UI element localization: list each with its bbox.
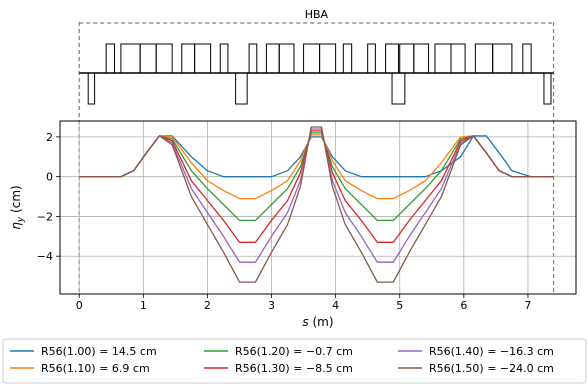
y-tick-label: −2 [37,210,53,223]
dipole-up [367,43,376,74]
lattice-schematic: HBA [78,8,555,294]
dipole-down [87,72,96,105]
x-tick-label: 7 [524,299,531,312]
dipole-up [492,43,513,74]
dipole-up [434,43,452,74]
x-tick-label: 5 [396,299,403,312]
x-tick-label: 0 [76,299,83,312]
dispersion-plot: 0 1 2 3 4 5 6 7 2 0 −2 −4 s (m) ηy (cm) [9,120,577,329]
legend-label-2: R56(1.10) = 6.9 cm [41,362,150,375]
series-line-5 [79,128,554,263]
dipole-up [265,43,280,74]
dipole-up [194,43,212,74]
dipole-up [385,43,399,74]
dipole-up [399,43,415,74]
dipole-up [155,43,173,74]
series-line-2 [79,134,554,200]
dipole-up [248,43,258,74]
hba-label: HBA [305,8,329,21]
legend-label-6: R56(1.50) = −24.0 cm [429,362,554,375]
x-tick-label: 2 [204,299,211,312]
legend-label-1: R56(1.00) = 14.5 cm [41,345,157,358]
y-tick-label: 0 [46,171,53,184]
series-line-1 [79,135,554,178]
legend-label-3: R56(1.20) = −0.7 cm [235,345,353,358]
dipole-down [235,72,248,105]
dipole-up [342,43,353,74]
y-axis-label: ηy (cm) [9,185,26,229]
dipole-up [450,43,466,74]
dipole-up [219,43,229,74]
y-tick-label: 2 [46,131,53,144]
y-tick-label: −4 [37,250,53,263]
dipole-up [319,43,337,74]
legend: R56(1.00) = 14.5 cm R56(1.10) = 6.9 cm R56… [2,338,587,384]
dipole-up [474,43,494,74]
x-tick-label: 4 [332,299,339,312]
plot-frame [59,120,577,295]
series-line-6 [79,126,554,283]
dipole-up [278,43,295,74]
dipole-up [522,43,532,74]
dipole-down [391,72,406,105]
dipole-up [120,43,141,74]
legend-label-5: R56(1.40) = −16.3 cm [429,345,554,358]
x-tick-label: 6 [460,299,467,312]
dipole-up [181,43,196,74]
x-axis-label: s (m) [302,315,333,329]
dipole-up [303,43,321,74]
x-tick-label: 3 [268,299,275,312]
dipole-up [105,43,115,74]
dipole-up [413,43,430,74]
dipole-down [543,72,552,105]
legend-box [2,338,587,384]
dipole-up [139,43,157,74]
x-tick-label: 1 [140,299,147,312]
legend-label-4: R56(1.30) = −8.5 cm [235,362,353,375]
